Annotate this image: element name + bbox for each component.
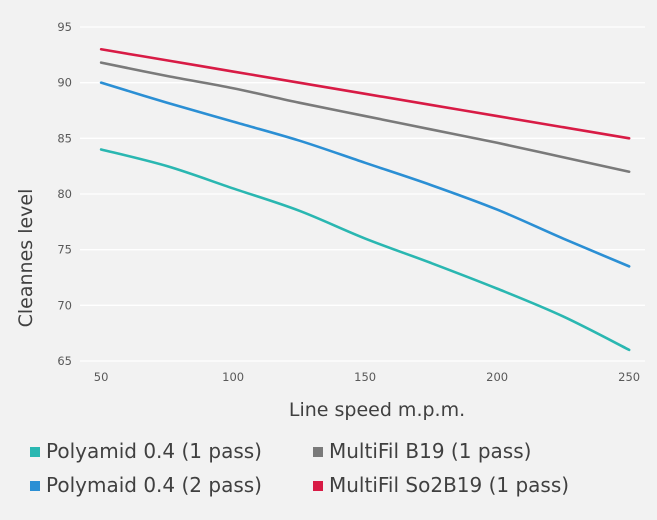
legend-label: Polyamid 0.4 (1 pass): [46, 439, 262, 463]
legend-item: Polyamid 0.4 (1 pass): [30, 439, 262, 463]
y-tick-label: 65: [57, 354, 72, 368]
y-tick-labels: 65 70 75 80 85 90 95: [57, 20, 72, 368]
legend-swatch: [30, 481, 40, 491]
grid: [80, 26, 645, 362]
x-axis-label: Line speed m.p.m.: [289, 399, 465, 421]
y-tick-label: 75: [57, 243, 72, 257]
legend-label: MultiFil B19 (1 pass): [329, 439, 531, 463]
series-line-0: [99, 148, 631, 352]
legend-item: MultiFil B19 (1 pass): [313, 439, 531, 463]
legend-swatch: [30, 447, 40, 457]
x-tick-label: 150: [354, 370, 376, 384]
y-tick-label: 85: [57, 131, 72, 145]
series-line-3: [99, 47, 631, 140]
legend: Polyamid 0.4 (1 pass) MultiFil B19 (1 pas…: [30, 439, 569, 497]
legend-label: MultiFil So2B19 (1 pass): [329, 473, 569, 497]
y-tick-label: 80: [57, 187, 72, 201]
legend-label: Polymaid 0.4 (2 pass): [46, 473, 262, 497]
x-tick-label: 100: [222, 370, 244, 384]
y-tick-label: 95: [57, 20, 72, 34]
legend-item: MultiFil So2B19 (1 pass): [313, 473, 569, 497]
series-line-1: [99, 61, 631, 174]
y-tick-label: 90: [57, 76, 72, 90]
y-axis-label: Cleannes level: [15, 189, 37, 328]
series-line-2: [99, 81, 631, 268]
y-tick-label: 70: [57, 298, 72, 312]
legend-swatch: [313, 481, 323, 491]
x-tick-labels: 50 100 150 200 250: [94, 370, 640, 384]
legend-item: Polymaid 0.4 (2 pass): [30, 473, 262, 497]
x-tick-label: 50: [94, 370, 109, 384]
series-lines: [99, 47, 631, 352]
x-tick-label: 200: [486, 370, 508, 384]
x-tick-label: 250: [618, 370, 640, 384]
legend-swatch: [313, 447, 323, 457]
